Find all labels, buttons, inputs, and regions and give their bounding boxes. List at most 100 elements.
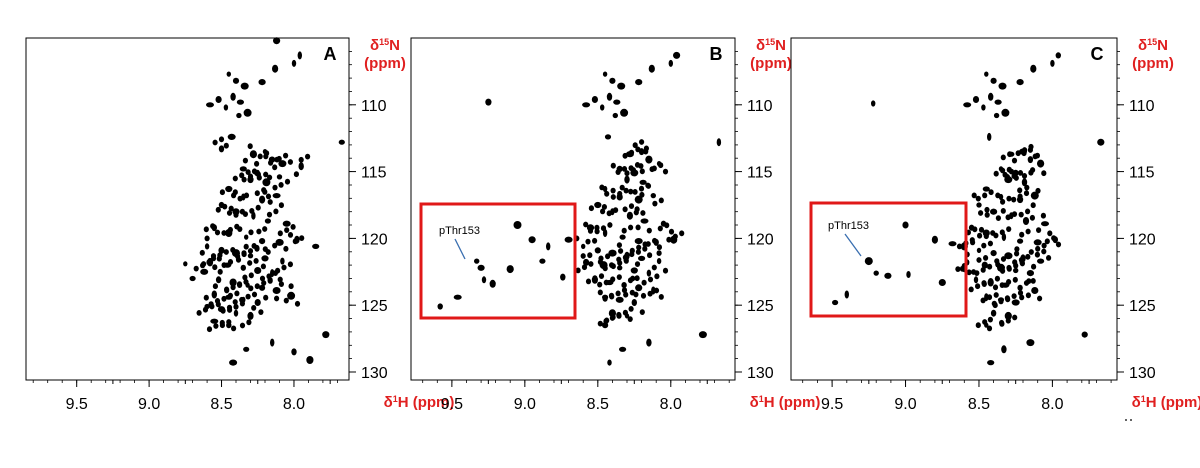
- nmr-peak: [938, 279, 946, 286]
- nmr-peak: [973, 276, 979, 284]
- nmr-peak: [995, 261, 1001, 268]
- nmr-peak: [1019, 231, 1025, 238]
- nmr-peak: [995, 192, 1001, 199]
- nmr-peak: [262, 226, 268, 232]
- nmr-peak: [629, 251, 635, 258]
- nmr-peak: [258, 309, 264, 315]
- nmr-peak: [622, 309, 629, 316]
- nmr-peak: [206, 259, 212, 266]
- nmr-peak: [986, 325, 993, 332]
- nmr-peak: [1029, 214, 1035, 221]
- nmr-peak: [259, 195, 266, 204]
- nmr-peak: [656, 250, 662, 256]
- nmr-peak: [640, 210, 646, 216]
- nmr-peak: [633, 209, 639, 216]
- nmr-peak: [231, 325, 237, 332]
- nmr-peak: [583, 221, 589, 228]
- nmr-peak: [1037, 295, 1043, 302]
- plot-frame: [790, 37, 1118, 381]
- nmr-peak: [600, 104, 605, 111]
- nmr-peak: [607, 359, 612, 366]
- nmr-peak: [993, 292, 999, 298]
- nmr-peak: [617, 265, 623, 271]
- nmr-peak: [227, 226, 233, 233]
- nmr-peak: [1055, 241, 1062, 248]
- nmr-peak: [581, 243, 586, 249]
- nmr-peak: [999, 229, 1005, 236]
- nmr-peak: [627, 316, 633, 322]
- nmr-peak: [273, 37, 281, 45]
- nmr-peak: [600, 225, 607, 232]
- nmr-peak: [628, 306, 634, 312]
- nmr-peak: [298, 156, 304, 163]
- nmr-peak: [258, 79, 266, 86]
- nmr-peak: [287, 159, 293, 165]
- nmr-peak: [646, 338, 652, 347]
- nmr-peak: [255, 171, 261, 178]
- nmr-peak: [619, 346, 627, 352]
- nmr-peak: [1000, 154, 1006, 161]
- nmr-peak: [643, 148, 649, 155]
- nmr-peak: [628, 203, 635, 210]
- nmr-peak: [306, 356, 314, 364]
- nmr-peak: [204, 235, 210, 242]
- nmr-peak: [972, 226, 978, 233]
- nmr-peak: [657, 225, 663, 232]
- nmr-peak: [1013, 175, 1019, 181]
- nmr-peak: [698, 331, 707, 339]
- nmr-peak: [1037, 159, 1045, 168]
- nmr-peak: [600, 208, 606, 215]
- nmr-peak: [650, 193, 656, 199]
- nmr-peak: [984, 206, 990, 213]
- nmr-peak: [668, 228, 675, 235]
- nmr-peak: [987, 132, 992, 141]
- nmr-peak: [977, 232, 983, 239]
- annotation-pointer: [844, 233, 862, 257]
- x-axis-label: δ1H (ppm): [750, 394, 821, 411]
- nmr-peak: [610, 314, 616, 321]
- x-tick-label: 9.0: [514, 396, 536, 413]
- nmr-peak: [260, 263, 266, 270]
- nmr-peak: [1017, 170, 1024, 176]
- nmr-peak: [975, 195, 981, 202]
- nmr-peak: [992, 284, 999, 291]
- nmr-peak: [244, 234, 249, 240]
- y-tick-label: 120: [361, 231, 388, 248]
- nmr-peak: [226, 71, 231, 77]
- nmr-peak: [636, 244, 642, 251]
- nmr-peak: [1011, 299, 1020, 306]
- nmr-peak: [272, 287, 281, 294]
- nmr-peak: [1006, 195, 1012, 202]
- nmr-peak: [976, 202, 982, 208]
- nmr-peak: [609, 77, 616, 84]
- nmr-peak: [261, 280, 267, 286]
- nmr-peak: [988, 189, 994, 196]
- nmr-peak: [254, 190, 260, 197]
- plot-frame: [25, 37, 350, 381]
- nmr-peak: [215, 206, 221, 213]
- nmr-peak: [609, 293, 615, 300]
- nmr-peak: [624, 170, 630, 177]
- nmr-peak: [245, 169, 251, 176]
- nmr-peak: [611, 250, 617, 256]
- nmr-peak: [656, 244, 663, 251]
- nmr-peak: [453, 294, 462, 300]
- nmr-peak: [1011, 157, 1018, 164]
- nmr-peak: [284, 178, 291, 185]
- nmr-peak: [217, 268, 223, 275]
- nmr-peak: [219, 322, 225, 329]
- nmr-peak: [273, 208, 279, 215]
- nmr-peak: [1021, 173, 1028, 179]
- nmr-peak: [983, 233, 989, 240]
- nmr-peak: [1055, 52, 1062, 59]
- nmr-peak: [1001, 345, 1007, 354]
- y-tick-label: 115: [1129, 165, 1155, 182]
- nmr-peak: [294, 300, 301, 307]
- nmr-peak: [635, 146, 641, 153]
- nmr-peak: [216, 255, 222, 262]
- nmr-peak: [1017, 284, 1023, 291]
- nmr-peak: [200, 262, 206, 269]
- nmr-peak: [297, 51, 302, 60]
- nmr-peak: [233, 303, 239, 310]
- nmr-peak: [232, 175, 238, 182]
